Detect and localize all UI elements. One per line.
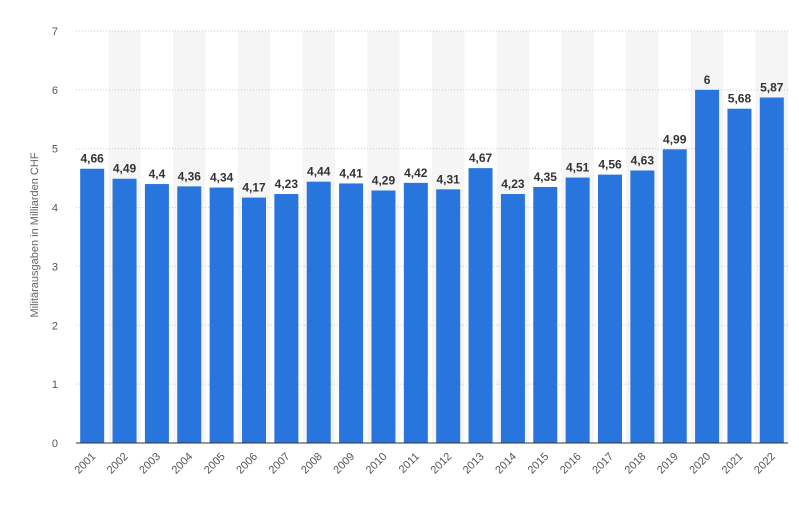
data-label: 4,31 [437, 172, 461, 186]
bar[interactable] [242, 197, 266, 443]
data-label: 4,63 [631, 153, 655, 167]
x-tick-label: 2011 [397, 451, 422, 476]
bars [80, 89, 784, 443]
bar[interactable] [177, 186, 202, 443]
x-axis-ticks: 2001 2002 2003 2004 2005 2006 2007 2008 2009 2010… [73, 451, 778, 477]
data-label: 5,87 [760, 81, 784, 95]
x-tick-label: 2003 [137, 451, 163, 477]
data-label: 4,67 [469, 151, 493, 165]
x-tick-label: 2018 [623, 451, 649, 477]
y-tick-label: 7 [52, 26, 58, 38]
x-tick-label: 2015 [526, 451, 552, 477]
x-tick-label: 2021 [720, 451, 746, 477]
x-tick-label: 2022 [752, 451, 778, 477]
data-label: 4,36 [178, 169, 202, 183]
x-tick-label: 2016 [558, 451, 584, 477]
x-tick-label: 2010 [364, 451, 390, 477]
bar[interactable] [695, 89, 720, 443]
data-label: 4,49 [113, 162, 137, 176]
data-label: 4,42 [404, 166, 428, 180]
x-tick-label: 2019 [655, 451, 681, 477]
bar[interactable] [403, 182, 428, 443]
data-label: 4,66 [81, 152, 105, 166]
x-tick-label: 2006 [234, 451, 260, 477]
data-label: 5,68 [728, 92, 752, 106]
x-tick-label: 2020 [687, 451, 713, 477]
data-label: 4,56 [598, 158, 622, 172]
data-label: 4,4 [149, 167, 166, 181]
bar[interactable] [759, 97, 784, 443]
data-label: 4,23 [275, 177, 299, 191]
bar[interactable] [306, 181, 331, 443]
x-tick-label: 2004 [170, 451, 196, 477]
y-axis-ticks: 0 1 2 3 4 5 6 7 [52, 26, 58, 450]
y-tick-label: 6 [52, 85, 58, 97]
bar[interactable] [80, 168, 105, 443]
bar[interactable] [598, 174, 622, 443]
data-label: 4,34 [210, 171, 234, 185]
bar[interactable] [339, 183, 364, 443]
y-tick-label: 0 [52, 438, 58, 450]
bar[interactable] [565, 177, 590, 443]
data-label: 4,23 [501, 177, 525, 191]
y-axis-title: Militärausgaben in Milliarden CHF [29, 152, 41, 317]
bar[interactable] [468, 168, 493, 443]
y-tick-label: 2 [52, 320, 58, 332]
y-tick-label: 5 [52, 144, 58, 156]
x-tick-label: 2017 [590, 451, 616, 477]
bar[interactable] [112, 178, 137, 443]
bar[interactable] [144, 184, 169, 443]
data-labels: 4,66 4,49 4,4 4,36 4,34 4,17 4,23 4,44 4,41 4,29 4… [81, 73, 784, 195]
data-label: 4,51 [566, 161, 590, 175]
x-tick-label: 2009 [331, 451, 357, 477]
data-label: 6 [704, 73, 711, 87]
x-tick-label: 2007 [267, 451, 293, 477]
data-label: 4,17 [242, 181, 266, 195]
bar[interactable] [630, 170, 655, 443]
bar[interactable] [533, 186, 558, 443]
bar[interactable] [436, 189, 461, 443]
bar[interactable] [371, 190, 396, 443]
x-tick-label: 2008 [299, 451, 325, 477]
y-tick-label: 3 [52, 261, 58, 273]
x-tick-label: 2005 [202, 451, 228, 477]
x-tick-label: 2014 [493, 451, 519, 477]
y-tick-label: 4 [52, 203, 58, 215]
data-label: 4,35 [534, 170, 558, 184]
data-label: 4,44 [307, 165, 331, 179]
data-label: 4,99 [663, 132, 687, 146]
bar[interactable] [727, 108, 752, 443]
bar[interactable] [500, 194, 525, 443]
data-label: 4,29 [372, 174, 396, 188]
bar[interactable] [209, 187, 234, 443]
x-tick-label: 2012 [429, 451, 455, 477]
x-tick-label: 2002 [105, 451, 131, 477]
x-tick-label: 2013 [461, 451, 487, 477]
y-tick-label: 1 [52, 379, 58, 391]
data-label: 4,41 [339, 166, 363, 180]
bar[interactable] [662, 149, 687, 443]
x-tick-label: 2001 [73, 451, 99, 477]
bar[interactable] [274, 194, 299, 443]
